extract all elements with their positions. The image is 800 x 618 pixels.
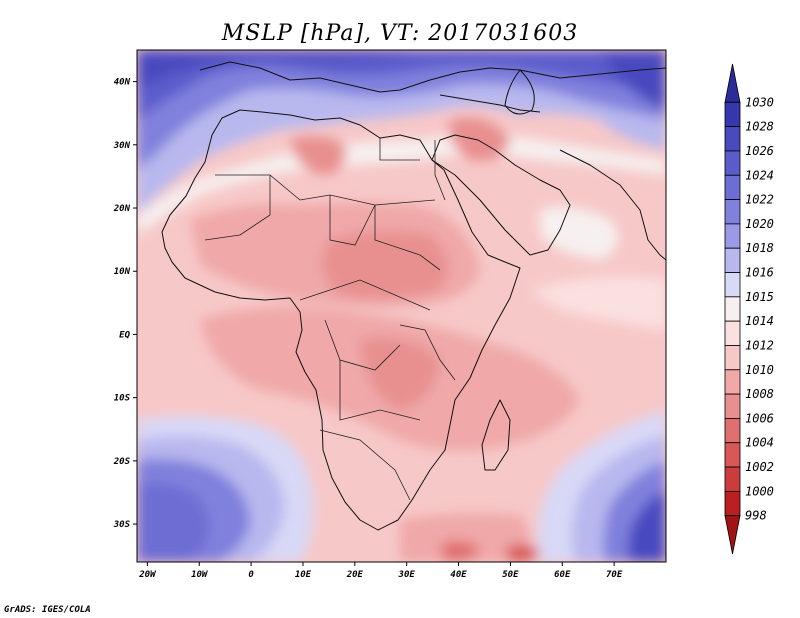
madagascar-coast	[481, 399, 511, 471]
chart-title: MSLP [hPa], VT: 2017031603	[221, 21, 578, 46]
lon-tick-label: 20W	[138, 570, 157, 580]
lon-tick-label: 20E	[346, 570, 364, 580]
colorbar-swatch	[724, 272, 741, 298]
colorbar-level-label: 1006	[745, 411, 774, 425]
colorbar-level-label: 1026	[745, 144, 774, 158]
colorbar-swatch	[724, 369, 741, 395]
lat-tick-label: 30N	[113, 141, 131, 151]
colorbar-swatch	[724, 101, 741, 128]
colorbar-level-label: 1028	[745, 120, 774, 134]
caspian-coast	[504, 69, 535, 115]
lat-tick-label: 10N	[114, 267, 131, 277]
lat-tick-label: 20S	[113, 457, 131, 467]
map-frame	[136, 49, 667, 563]
colorbar-swatch	[724, 418, 741, 444]
lat-tick-label: EQ	[119, 330, 130, 340]
lon-tick-label: 70E	[606, 570, 623, 580]
colorbar-level-label: 1016	[745, 266, 774, 280]
lat-tick-label: 20N	[113, 204, 131, 214]
lat-tick-label: 10S	[114, 394, 131, 404]
colorbar-level-label: 1030	[745, 95, 774, 109]
lon-tick-label: 30E	[398, 570, 416, 580]
colorbar-swatch	[724, 345, 741, 371]
colorbar-level-label: 1020	[745, 217, 774, 231]
lon-tick-label: 40E	[450, 570, 467, 580]
lon-tick-label: 60E	[554, 570, 571, 580]
lon-tick-label: 10W	[191, 570, 209, 580]
colorbar-level-label: 1004	[745, 436, 774, 450]
colorbar-level-label: 1000	[745, 484, 774, 498]
colorbar-level-label: 1002	[745, 460, 774, 474]
lon-tick-label: 0	[248, 570, 254, 580]
country-borders	[204, 138, 456, 501]
colorbar-level-label: 1010	[745, 363, 774, 377]
colorbar-swatch	[724, 296, 741, 322]
black-sea-coast	[439, 94, 541, 113]
colorbar-swatch	[724, 442, 741, 468]
lon-tick-label: 50E	[502, 570, 519, 580]
colorbar-level-label: 1022	[745, 193, 774, 207]
lat-tick-label: 40N	[114, 78, 131, 88]
colorbar-level-label: 998	[745, 509, 767, 523]
colorbar-level-label: 1018	[745, 241, 774, 255]
colorbar-swatch	[724, 515, 741, 555]
colorbar-level-label: 1015	[745, 290, 774, 304]
grads-credit: GrADS: IGES/COLA	[4, 605, 91, 615]
coastlines	[161, 61, 666, 531]
colorbar-swatch	[724, 150, 741, 176]
colorbar-swatch	[724, 247, 741, 273]
colorbar-level-label: 1012	[745, 338, 774, 352]
latitude-ticks: 40N 30N 20N 10N EQ 10S 20S 30S	[113, 78, 137, 530]
europe-coast	[199, 61, 666, 93]
colorbar-swatch	[724, 126, 741, 152]
colorbar-swatch	[724, 393, 741, 419]
longitude-ticks: 20W 10W 0 10E 20E 30E 40E 50E 60E 70E	[138, 562, 623, 580]
colorbar-level-label: 1024	[745, 168, 774, 182]
colorbar-swatch	[724, 490, 741, 517]
colorbar-level-label: 1008	[745, 387, 774, 401]
colorbar-swatch	[724, 199, 741, 225]
colorbar-swatch	[724, 320, 741, 346]
pressure-field	[137, 50, 666, 562]
lat-tick-label: 30S	[113, 520, 131, 530]
arabia-coast	[431, 134, 571, 256]
lon-tick-label: 10E	[295, 570, 312, 580]
colorbar-level-label: 1014	[745, 314, 774, 328]
colorbar-swatch	[724, 63, 741, 103]
south-asia-coast	[559, 149, 666, 261]
colorbar-swatch	[724, 466, 741, 492]
colorbar-swatch	[724, 223, 741, 249]
colorbar-swatch	[724, 174, 741, 200]
colorbar: 1030 1028 1026 1024 1022 1020 1018 1016 1015 1014…	[724, 63, 774, 555]
